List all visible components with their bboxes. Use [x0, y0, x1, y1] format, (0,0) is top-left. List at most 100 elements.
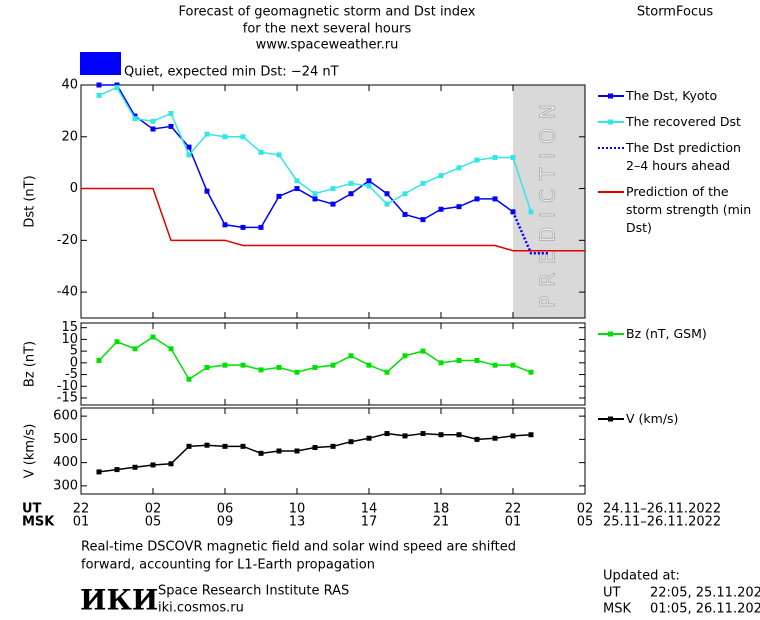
logo: ИКИ: [80, 584, 158, 617]
legend: Bz (nT, GSM): [596, 325, 756, 351]
data-point: [168, 346, 174, 352]
data-point: [420, 217, 426, 223]
data-point: [330, 443, 336, 449]
legend-swatch: [598, 331, 624, 337]
data-point: [276, 448, 282, 454]
plot-frame: [80, 84, 586, 319]
data-point: [438, 360, 444, 366]
data-point: [204, 188, 210, 194]
series-line: [98, 336, 532, 381]
msk-range: 25.11–26.11.2022: [603, 515, 721, 530]
y-tick-label: 40: [61, 78, 78, 93]
data-point: [348, 191, 354, 197]
plot-frame: [80, 407, 586, 495]
legend-label: Prediction of the storm strength (min Ds…: [626, 184, 752, 235]
data-point: [438, 173, 444, 179]
data-point: [204, 442, 210, 448]
data-point: [384, 369, 390, 375]
legend-marker: [608, 119, 613, 125]
data-point: [312, 365, 318, 371]
data-point: [348, 180, 354, 186]
legend-item: The recovered Dst: [596, 113, 756, 131]
data-point: [96, 92, 102, 98]
data-point: [186, 443, 192, 449]
data-point: [240, 134, 246, 140]
institute: Space Research Institute RAS: [158, 584, 349, 599]
x-tick-label: 18: [433, 502, 450, 517]
x-tick-label: 22: [505, 502, 522, 517]
legend-item: V (km/s): [596, 410, 756, 428]
data-point: [222, 134, 228, 140]
data-point: [312, 445, 318, 451]
data-point: [456, 357, 462, 363]
y-tick-label: -15: [57, 390, 78, 405]
msk-tick-label: 17: [361, 515, 378, 530]
data-point: [132, 113, 138, 119]
data-point: [312, 191, 318, 197]
data-point: [348, 353, 354, 359]
data-point: [420, 431, 426, 437]
data-point: [168, 461, 174, 467]
data-point: [492, 435, 498, 441]
series-line: [99, 84, 514, 229]
y-tick-label: 10: [61, 332, 78, 347]
site-url: www.spaceweather.ru: [256, 38, 399, 53]
data-point: [132, 464, 138, 470]
status-swatch: [80, 52, 121, 75]
legend-swatch: [598, 416, 624, 422]
series-line: [98, 432, 532, 473]
msk-tick-label: 01: [505, 515, 522, 530]
legend-item: The Dst, Kyoto: [596, 87, 756, 105]
data-point: [402, 433, 408, 439]
data-point: [330, 201, 336, 207]
institute-url: iki.cosmos.ru: [158, 601, 244, 616]
data-point: [150, 118, 156, 124]
footnote: forward, accounting for L1-Earth propaga…: [81, 558, 375, 573]
data-point: [204, 365, 210, 371]
data-point: [528, 432, 534, 438]
y-axis-label: Dst (nT): [23, 175, 38, 227]
y-tick-label: 300: [53, 478, 78, 493]
data-point: [258, 450, 264, 456]
legend-item: Prediction of the storm strength (min Ds…: [596, 183, 756, 237]
data-point: [150, 126, 156, 132]
data-point: [114, 85, 120, 91]
msk-label: MSK: [22, 515, 55, 530]
data-point: [240, 224, 246, 230]
data-point: [222, 362, 228, 368]
data-point: [348, 439, 354, 445]
data-point: [438, 432, 444, 438]
data-point: [420, 348, 426, 354]
legend-label: The Dst, Kyoto: [626, 88, 718, 103]
data-point: [258, 224, 264, 230]
msk-tick-label: 13: [289, 515, 306, 530]
data-point: [510, 154, 516, 160]
status: Quiet, expected min Dst: −24 nT: [124, 65, 339, 80]
data-point: [510, 362, 516, 368]
data-point: [96, 82, 102, 88]
data-point: [492, 362, 498, 368]
data-point: [258, 367, 264, 373]
data-point: [150, 334, 156, 340]
data-point: [186, 376, 192, 382]
prediction-label: PREDICTION: [536, 95, 560, 308]
prediction-zone: [513, 85, 585, 318]
legend-label: Bz (nT, GSM): [626, 326, 707, 341]
data-point: [168, 110, 174, 116]
y-axis-label: V (km/s): [23, 424, 38, 479]
updated-msk-label: MSK: [603, 602, 631, 617]
data-point: [294, 178, 300, 184]
data-point: [186, 144, 192, 150]
y-tick-label: 15: [61, 320, 78, 335]
y-tick-label: 500: [53, 432, 78, 447]
subtitle: for the next several hours: [243, 22, 412, 37]
data-point: [384, 191, 390, 197]
legend-label: The recovered Dst: [626, 114, 741, 129]
ut-range: 24.11–26.11.2022: [603, 502, 721, 517]
y-tick-label: -5: [65, 367, 78, 382]
data-point: [366, 435, 372, 441]
updated-ut-label: UT: [603, 586, 621, 601]
data-point: [294, 186, 300, 192]
